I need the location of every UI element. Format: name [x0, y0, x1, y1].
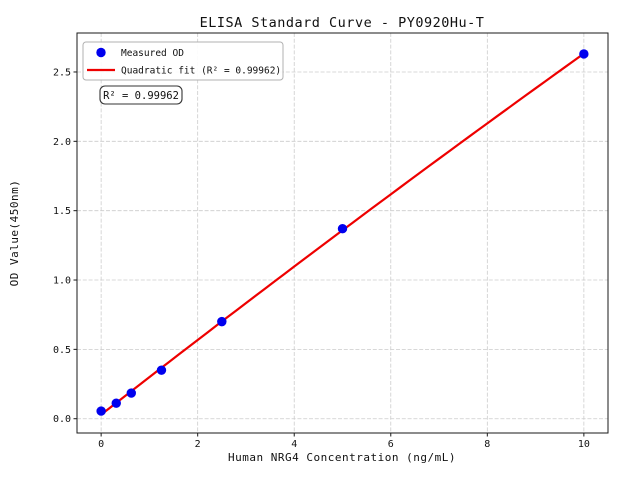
- measured-od-point: [217, 316, 227, 327]
- measured-od-point: [96, 406, 106, 416]
- y-tick-label: 2.5: [53, 67, 71, 78]
- x-axis-label: Human NRG4 Concentration (ng/mL): [228, 451, 456, 464]
- x-tick-label: 0: [98, 439, 104, 450]
- x-tick-label: 2: [195, 439, 201, 450]
- y-axis-label: OD Value(450nm): [8, 180, 21, 287]
- quadratic-fit-line: [100, 52, 585, 416]
- measured-od-point: [126, 388, 137, 398]
- measured-od-point: [337, 224, 348, 234]
- r-squared-annotation: R² = 0.99962: [99, 85, 183, 105]
- measured-od-point: [156, 365, 167, 375]
- r-squared-box: [99, 85, 183, 105]
- x-tick-label: 10: [578, 439, 590, 450]
- grid-lines: [77, 33, 608, 433]
- r-squared-text: R² = 0.99962: [103, 90, 179, 102]
- x-tick-label: 4: [291, 439, 297, 450]
- y-tick-label: 1.0: [53, 276, 71, 287]
- plot-area-border: [76, 32, 609, 434]
- legend-label-quadratic-fit: Quadratic fit (R² = 0.99962): [121, 66, 281, 77]
- legend-point-marker: [96, 47, 106, 58]
- measured-od-point: [579, 49, 589, 59]
- legend-label-measured-od: Measured OD: [121, 48, 184, 59]
- legend: Measured OD Quadratic fit (R² = 0.99962): [82, 41, 284, 81]
- measured-od-points: [96, 49, 589, 416]
- y-tick-label: 0.0: [53, 414, 71, 425]
- axis-ticks: [73, 71, 585, 437]
- x-tick-label: 6: [388, 439, 394, 450]
- measured-od-point: [111, 398, 121, 408]
- legend-box: [82, 41, 284, 81]
- x-tick-label: 8: [484, 439, 490, 450]
- y-tick-label: 2.0: [53, 137, 71, 148]
- y-tick-label: 1.5: [53, 206, 71, 217]
- tick-labels: 0 2 4 6 8 10 0.0 0.5 1.0 1.5 2.0 2.5: [53, 67, 590, 450]
- y-tick-label: 0.5: [53, 345, 71, 356]
- chart-title: ELISA Standard Curve - PY0920Hu-T: [200, 15, 485, 31]
